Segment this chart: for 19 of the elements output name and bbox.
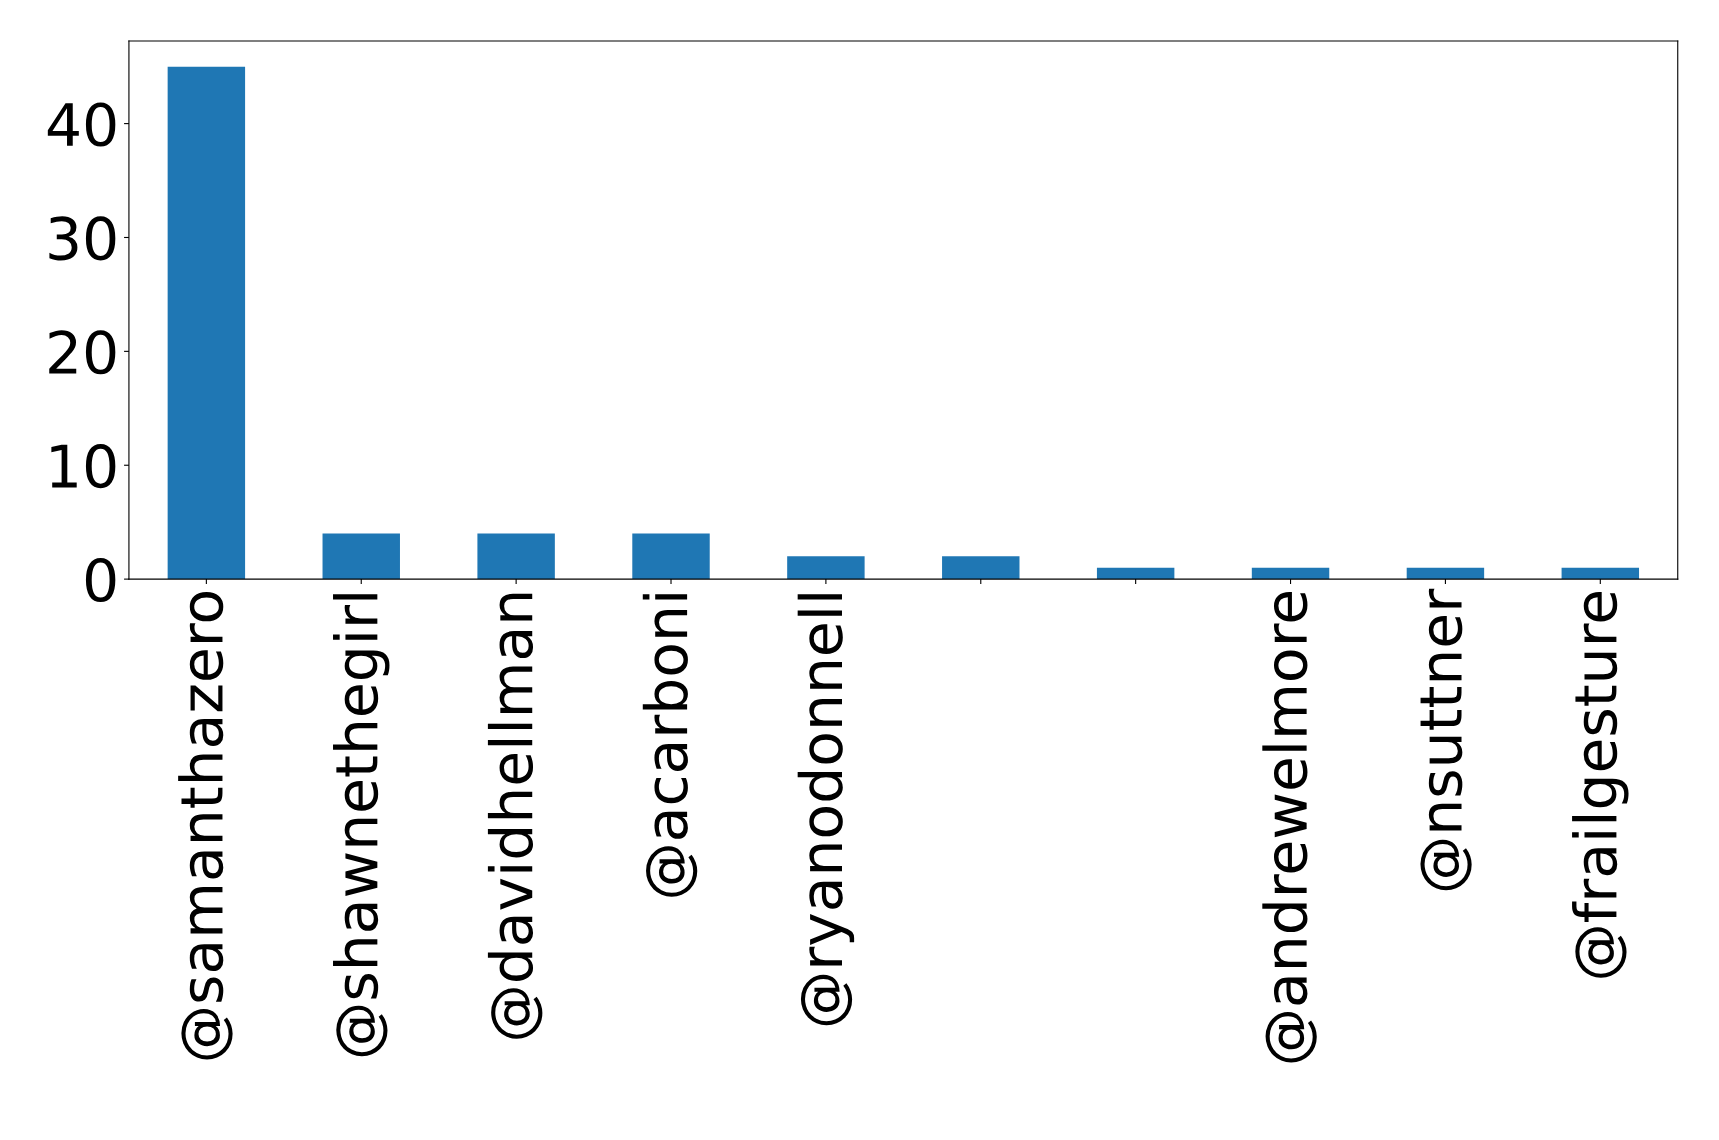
- x-tick-label: @samanthazero: [178, 592, 233, 1060]
- x-tick-label: @nsuttner: [1420, 588, 1472, 891]
- y-tick-label: 20: [49, 330, 116, 375]
- x-tick-label: @shawnethegirl: [333, 594, 390, 1057]
- y-tick-label: 0: [85, 557, 116, 603]
- x-tick-label: @frailgesture: [1572, 591, 1629, 978]
- x-tick-label: @acarboni: [642, 594, 698, 897]
- bar: [322, 533, 400, 580]
- bar: [787, 556, 865, 580]
- x-tick-label: @davidhellman: [487, 593, 543, 1039]
- x-tick-label: @andrewelmore: [1262, 591, 1317, 1063]
- bar: [477, 533, 555, 580]
- y-tick-label: 40: [47, 102, 116, 147]
- bar: [942, 556, 1020, 580]
- bar: [167, 66, 246, 580]
- bar: [632, 533, 710, 580]
- x-tick-label: @ryanodonnell: [797, 594, 855, 1026]
- y-tick-label: 30: [49, 216, 116, 261]
- y-tick-label: 10: [51, 444, 116, 489]
